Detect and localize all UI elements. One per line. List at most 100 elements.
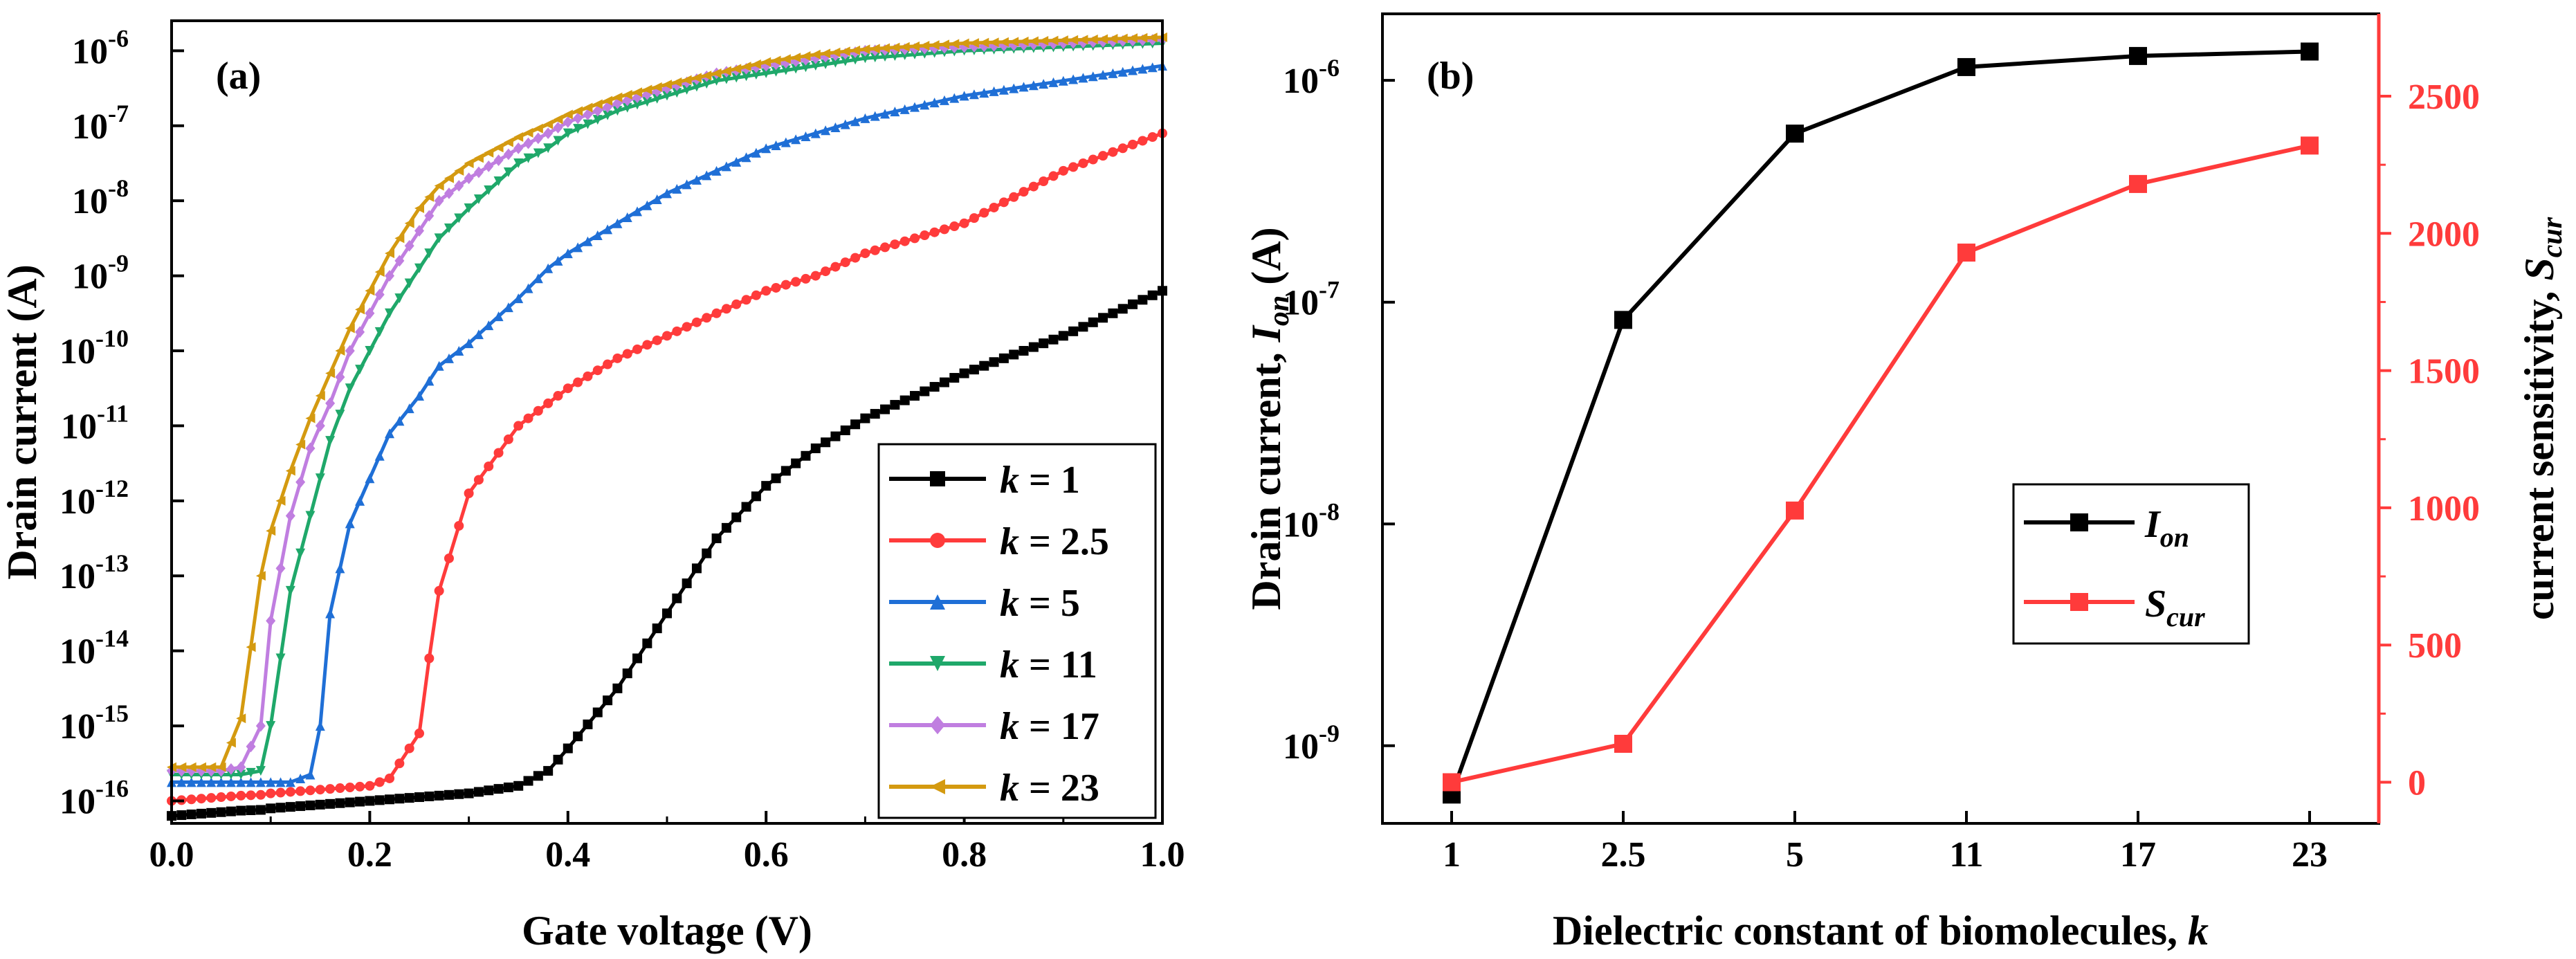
- panel-a-series-2-point: [801, 131, 811, 141]
- panel-a-series-4-point: [503, 148, 513, 161]
- panel-a-series-1-point: [365, 780, 375, 791]
- panel-a-series-5-point: [612, 92, 623, 102]
- panel-a-series-2-point: [484, 320, 494, 331]
- panel-a-series-5-point: [176, 762, 187, 772]
- panel-b-ticks: 1 2.5 5 11 17 23 10-6 10-7 10-8 10-9 0 500 1000 1500 2…: [1283, 54, 2480, 875]
- panel-a-series-1-point: [503, 434, 513, 444]
- panel-a-series-3-point: [266, 721, 276, 731]
- panel-a-series-1-point: [543, 398, 554, 408]
- panel-a-series-3-point: [255, 766, 266, 776]
- panel-a-series-5-point: [473, 153, 484, 163]
- panel-a-series-1-point: [335, 783, 345, 794]
- panel-a-series-4-point: [206, 765, 217, 777]
- panel-a-series-1-point: [652, 335, 662, 345]
- panel-a-series-2-point: [523, 283, 533, 293]
- panel-a-series-0-point: [998, 353, 1009, 363]
- panel-a-series-4-point: [761, 60, 771, 72]
- panel-a-series-5-point: [385, 248, 395, 259]
- panel-a-series-3-point: [454, 213, 464, 223]
- panel-a-series-0-point: [592, 707, 603, 718]
- panel-a-series-1-point: [910, 233, 920, 244]
- panel-a-series-3-point: [711, 75, 722, 86]
- panel-a-series-4-point: [920, 42, 930, 55]
- panel-a-series-2-point: [236, 777, 246, 787]
- panel-a-legend-marker-2: [930, 594, 945, 610]
- panel-a-series-2-point: [1108, 68, 1118, 78]
- panel-a-series-5-point: [721, 66, 731, 76]
- panel-a-series-5-point: [731, 64, 742, 74]
- panel-a-series-2-point: [1018, 82, 1029, 92]
- panel-b-ion-point: [2301, 42, 2319, 61]
- panel-a-series-2-point: [702, 170, 712, 181]
- panel-a-series-3-point: [345, 383, 355, 394]
- panel-a-series-0-point: [949, 373, 960, 383]
- panel-b-right-y-label-sub: cur: [2537, 217, 2568, 257]
- panel-a-series-0-point: [1088, 317, 1098, 327]
- panel-a-series-0-point: [295, 801, 306, 812]
- panel-a-series-2-point: [513, 293, 524, 304]
- panel-a-series-1-point: [464, 488, 474, 498]
- panel-a-series-5-point: [1117, 33, 1128, 44]
- panel-a-series-5-point: [870, 44, 880, 54]
- panel-a-series-1-point: [1117, 143, 1128, 154]
- panel-a-series-4-point: [335, 371, 345, 383]
- panel-a-series-0-point: [1068, 326, 1079, 336]
- panel-b-left-y-tick-label: 10-9: [1283, 720, 1340, 767]
- panel-a-series-0-point: [1039, 338, 1049, 349]
- panel-a-legend-marker-1: [930, 533, 945, 548]
- panel-a-series-1-point: [780, 280, 791, 290]
- panel-a-series-4-point: [424, 210, 435, 222]
- panel-a-series-0-point: [1009, 349, 1019, 360]
- panel-a-series-0-point: [751, 491, 761, 502]
- panel-a-series-2-point: [682, 179, 692, 190]
- panel-a-series-2-point: [335, 563, 345, 574]
- panel-a-series-3-point: [543, 143, 554, 154]
- panel-a-series-0-point: [1018, 346, 1029, 356]
- panel-a-series-2-point: [493, 311, 504, 322]
- panel-a-series-5-point: [791, 53, 801, 63]
- panel-a-series-4-point: [573, 112, 583, 125]
- panel-a-series-5-point: [632, 87, 643, 98]
- panel-a-series-5-point: [216, 762, 226, 772]
- panel-b-ion-point: [2129, 46, 2147, 65]
- panel-a-series-0-point: [622, 668, 632, 679]
- panel-a-series-4-point: [315, 420, 325, 432]
- panel-a-series-1-point: [592, 365, 603, 376]
- panel-a-series-4-point: [414, 225, 424, 237]
- panel-a-series-3-point: [493, 176, 504, 186]
- panel-a-series-3-point: [791, 64, 801, 74]
- panel-a-series-0-point: [1078, 322, 1088, 332]
- panel-a-series-1-point: [1138, 136, 1148, 146]
- panel-a-series-1-point: [533, 405, 543, 416]
- panel-a-series-4-point: [553, 122, 563, 134]
- panel-a-series-4-point: [592, 104, 603, 117]
- panel-a-series-5-point: [434, 181, 444, 191]
- panel-a-series-0-point: [1058, 331, 1068, 341]
- panel-b: 1 2.5 5 11 17 23 10-6 10-7 10-8 10-9 0 500 1000 1500 2…: [1243, 12, 2568, 953]
- panel-a-series-0-point: [612, 683, 623, 693]
- panel-a-series-4-point: [464, 172, 474, 185]
- panel-a-series-2-point: [850, 116, 861, 127]
- panel-a-series-5-point: [335, 346, 345, 356]
- panel-a-series-0-point: [939, 377, 949, 387]
- panel-a-series-0-point: [969, 365, 979, 375]
- panel-a-series-5-point: [821, 48, 831, 59]
- panel-a-series-0-point: [553, 754, 563, 765]
- panel-a-series-1-point: [1098, 151, 1108, 161]
- panel-a-series-1-point: [394, 758, 405, 769]
- panel-a-series-2-point: [791, 134, 801, 145]
- panel-a-series-4-point: [196, 765, 206, 777]
- panel-a-series-3-point: [642, 97, 652, 107]
- panel-a-series-1-point: [275, 787, 286, 798]
- panel-b-scur-point: [2301, 136, 2319, 155]
- panel-a-series-1-point: [791, 277, 801, 287]
- panel-a-series-0-point: [226, 806, 236, 816]
- panel-a-series-4-point: [236, 761, 246, 774]
- panel-a-series-4-point: [998, 39, 1009, 52]
- panel-a-series-0-point: [275, 803, 286, 813]
- panel-a-y-tick-label: 10-16: [60, 774, 129, 821]
- panel-b-scur-point: [1957, 244, 1975, 262]
- panel-a-series-2-point: [949, 93, 960, 103]
- panel-a-series-0-point: [365, 796, 375, 806]
- panel-a-series-1-point: [414, 728, 424, 738]
